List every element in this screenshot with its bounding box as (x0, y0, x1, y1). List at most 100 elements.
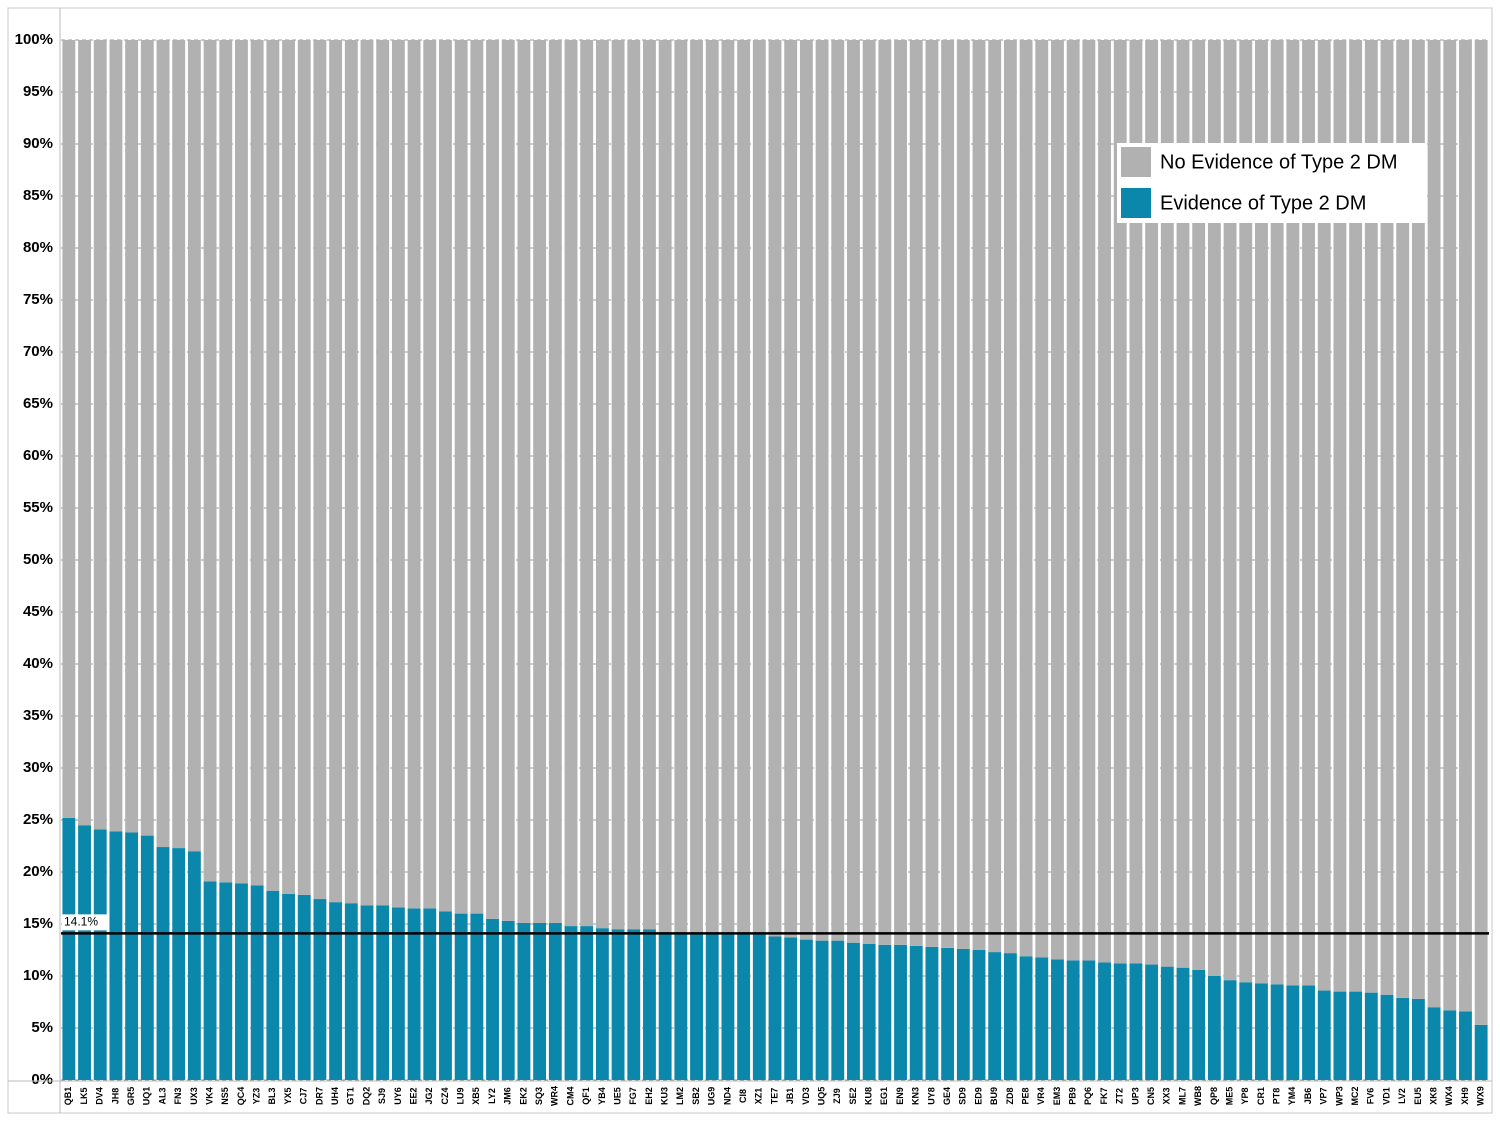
bar-segment (1333, 991, 1347, 1080)
x-tick-label: QC4 (236, 1087, 246, 1106)
x-tick-label: UY8 (926, 1087, 936, 1105)
x-tick-label: KU3 (660, 1087, 670, 1105)
bar-segment (1129, 963, 1143, 1080)
bar-segment (815, 940, 829, 1080)
x-tick-label: EU5 (1413, 1087, 1423, 1105)
bar-segment (486, 918, 499, 1080)
x-tick-label: WR4 (550, 1086, 560, 1106)
y-tick-label: 40% (23, 655, 53, 672)
x-tick-label: UY6 (393, 1087, 403, 1105)
y-tick-label: 20% (23, 863, 53, 880)
bar-segment (187, 40, 201, 852)
bar-segment (1207, 976, 1221, 1080)
bar-segment (1176, 967, 1190, 1080)
x-tick-label: LM2 (675, 1087, 685, 1105)
bar-segment (941, 40, 955, 948)
x-tick-label: FG7 (628, 1087, 638, 1105)
bar-segment (1192, 969, 1206, 1080)
x-tick-label: FN3 (173, 1087, 183, 1104)
bar-segment (611, 40, 625, 930)
bar-segment (705, 40, 719, 934)
x-tick-label: CI8 (738, 1089, 748, 1103)
x-tick-label: YX5 (283, 1087, 293, 1104)
x-tick-label: LU9 (456, 1087, 466, 1104)
bar-segment (266, 40, 280, 891)
y-tick-label: 65% (23, 395, 53, 412)
x-tick-label: XH9 (1460, 1087, 1470, 1105)
y-tick-label: 75% (23, 291, 53, 308)
bar-segment (423, 40, 437, 909)
bar-segment (235, 883, 248, 1080)
bar-segment (1411, 998, 1425, 1080)
bar-segment (187, 851, 201, 1080)
bar-segment (972, 950, 986, 1080)
bar-segment (1474, 1024, 1488, 1080)
bar-segment (1380, 40, 1394, 995)
bar-segment (1317, 990, 1331, 1080)
x-tick-label: BU9 (989, 1087, 999, 1105)
bar-segment (439, 911, 452, 1080)
bar-segment (784, 937, 798, 1080)
bar-segment (627, 929, 641, 1080)
y-tick-label: 35% (23, 707, 53, 724)
bar-segment (1098, 40, 1111, 963)
y-tick-label: 0% (31, 1071, 53, 1088)
x-tick-label: EE2 (408, 1087, 418, 1104)
bar-segment (972, 40, 986, 950)
y-tick-label: 100% (15, 31, 53, 48)
bar-segment (1459, 1011, 1472, 1080)
x-tick-label: CR1 (1256, 1087, 1266, 1105)
x-tick-label: CJ7 (299, 1088, 309, 1105)
bar-segment (595, 40, 609, 929)
bar-segment (1255, 983, 1268, 1080)
bar-segment (313, 899, 327, 1080)
x-tick-label: JB6 (1303, 1088, 1313, 1105)
y-tick-label: 85% (23, 187, 53, 204)
bar-segment (407, 40, 421, 909)
bar-segment (752, 40, 766, 935)
bar-segment (627, 40, 641, 930)
bar-segment (831, 940, 845, 1080)
bar-segment (611, 929, 625, 1080)
x-tick-label: UX3 (189, 1087, 199, 1105)
bar-segment (909, 945, 923, 1080)
x-tick-label: DV4 (95, 1087, 105, 1105)
bar-segment (344, 40, 358, 904)
x-tick-label: LY2 (487, 1088, 497, 1104)
bar-segment (423, 908, 437, 1080)
bar-segment (391, 40, 405, 908)
bar-segment (78, 825, 91, 1080)
bar-segment (250, 885, 264, 1080)
x-tick-label: GR5 (126, 1087, 136, 1106)
x-tick-label: FK7 (1099, 1087, 1109, 1104)
bar-segment (1302, 40, 1315, 986)
bar-segment (737, 40, 751, 935)
x-tick-label: UQ1 (142, 1087, 152, 1106)
x-tick-label: UH4 (330, 1087, 340, 1105)
x-tick-label: EK2 (518, 1087, 528, 1105)
y-tick-label: 50% (23, 551, 53, 568)
x-tick-label: PB9 (1068, 1087, 1078, 1105)
bar-segment (517, 40, 531, 923)
bar-segment (1145, 964, 1159, 1080)
x-tick-label: XK8 (1428, 1087, 1438, 1105)
bar-segment (595, 928, 609, 1080)
x-tick-label: LK5 (79, 1087, 89, 1104)
bar-segment (156, 40, 170, 848)
x-tick-label: CM4 (565, 1086, 575, 1105)
bar-segment (282, 40, 295, 894)
bar-segment (1223, 980, 1237, 1080)
bar-segment (140, 835, 154, 1080)
bar-segment (501, 40, 515, 921)
x-tick-label: GE4 (942, 1087, 952, 1105)
bar-segment (1035, 40, 1049, 958)
x-tick-label: ML7 (1177, 1087, 1187, 1105)
bar-segment (376, 40, 390, 906)
x-tick-label: KU8 (864, 1087, 874, 1105)
x-tick-label: YP8 (1240, 1087, 1250, 1104)
x-tick-label: DR7 (314, 1087, 324, 1105)
x-tick-label: DQ2 (361, 1087, 371, 1106)
bar-segment (1051, 40, 1064, 960)
bar-segment (658, 932, 672, 1080)
bar-segment (1349, 40, 1363, 992)
